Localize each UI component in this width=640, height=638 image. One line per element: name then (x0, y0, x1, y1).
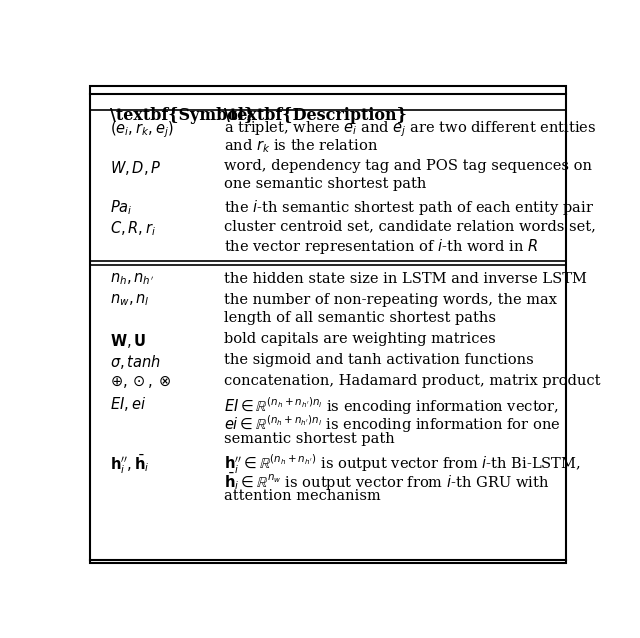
Text: bold capitals are weighting matrices: bold capitals are weighting matrices (224, 332, 495, 346)
Text: $Pa_i$: $Pa_i$ (110, 198, 132, 217)
Text: $\mathbf{h}_i^{\prime\prime}, \bar{\mathbf{h}}_i$: $\mathbf{h}_i^{\prime\prime}, \bar{\math… (110, 453, 149, 477)
Text: $\mathbf{h}_i^{\prime\prime} \in \mathbb{R}^{(n_h+n_{h^\prime})}$ is output vect: $\mathbf{h}_i^{\prime\prime} \in \mathbb… (224, 453, 580, 476)
Text: one semantic shortest path: one semantic shortest path (224, 177, 426, 191)
Text: the number of non-repeating words, the max: the number of non-repeating words, the m… (224, 293, 557, 307)
Text: \textbf{Description}: \textbf{Description} (224, 107, 406, 124)
Text: the hidden state size in LSTM and inverse LSTM: the hidden state size in LSTM and invers… (224, 272, 587, 286)
Text: $\sigma, tanh$: $\sigma, tanh$ (110, 353, 161, 371)
Text: $\bar{\mathbf{h}}_i \in \mathbb{R}^{n_w}$ is output vector from $i$-th GRU with: $\bar{\mathbf{h}}_i \in \mathbb{R}^{n_w}… (224, 471, 549, 493)
FancyBboxPatch shape (90, 86, 566, 563)
Text: $EI \in \mathbb{R}^{(n_h+n_{h^\prime})n_l}$ is encoding information vector,: $EI \in \mathbb{R}^{(n_h+n_{h^\prime})n_… (224, 396, 559, 417)
Text: concatenation, Hadamard product, matrix product: concatenation, Hadamard product, matrix … (224, 375, 600, 389)
Text: word, dependency tag and POS tag sequences on: word, dependency tag and POS tag sequenc… (224, 159, 592, 173)
Text: $\mathbf{W}, \mathbf{U}$: $\mathbf{W}, \mathbf{U}$ (110, 332, 146, 350)
Text: $C, R, r_i$: $C, R, r_i$ (110, 219, 156, 238)
Text: $\oplus, \odot, \otimes$: $\oplus, \odot, \otimes$ (110, 375, 171, 390)
Text: $n_w, n_l$: $n_w, n_l$ (110, 293, 149, 308)
Text: the $i$-th semantic shortest path of each entity pair: the $i$-th semantic shortest path of eac… (224, 198, 594, 217)
Text: cluster centroid set, candidate relation words set,: cluster centroid set, candidate relation… (224, 219, 596, 233)
Text: $ei \in \mathbb{R}^{(n_h+n_{h^\prime})n_l}$ is encoding information for one: $ei \in \mathbb{R}^{(n_h+n_{h^\prime})n_… (224, 413, 560, 435)
Text: semantic shortest path: semantic shortest path (224, 432, 395, 446)
Text: and $r_k$ is the relation: and $r_k$ is the relation (224, 137, 378, 155)
Text: $W, D, P$: $W, D, P$ (110, 159, 161, 177)
Text: $n_h, n_{h^\prime}$: $n_h, n_{h^\prime}$ (110, 272, 154, 287)
Text: attention mechanism: attention mechanism (224, 489, 381, 503)
Text: the sigmoid and tanh activation functions: the sigmoid and tanh activation function… (224, 353, 534, 367)
Text: the vector representation of $i$-th word in $R$: the vector representation of $i$-th word… (224, 237, 538, 256)
Text: \textbf{Symbol}: \textbf{Symbol} (110, 107, 254, 124)
Text: a triplet, where $e_i$ and $e_j$ are two different entities: a triplet, where $e_i$ and $e_j$ are two… (224, 119, 596, 139)
Text: length of all semantic shortest paths: length of all semantic shortest paths (224, 311, 496, 325)
Text: $EI, ei$: $EI, ei$ (110, 396, 146, 413)
Text: $(e_i, r_k, e_j)$: $(e_i, r_k, e_j)$ (110, 119, 174, 140)
